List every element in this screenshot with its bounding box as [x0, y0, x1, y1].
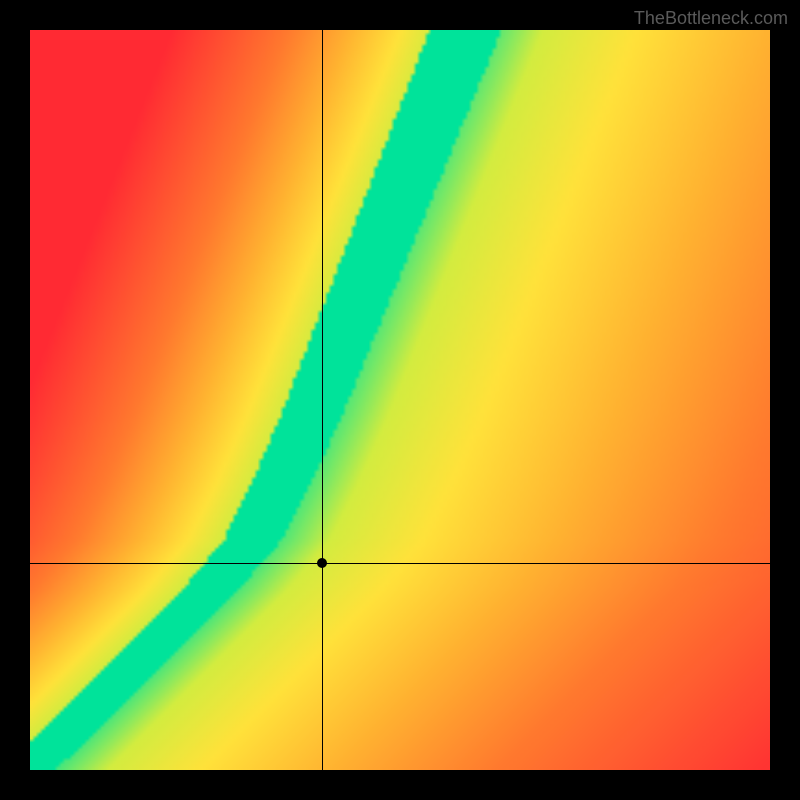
crosshair-marker-dot: [317, 558, 327, 568]
crosshair-vertical: [322, 30, 323, 770]
crosshair-horizontal: [30, 563, 770, 564]
heatmap-canvas: [30, 30, 770, 770]
watermark-label: TheBottleneck.com: [634, 8, 788, 29]
heatmap-chart: [30, 30, 770, 770]
